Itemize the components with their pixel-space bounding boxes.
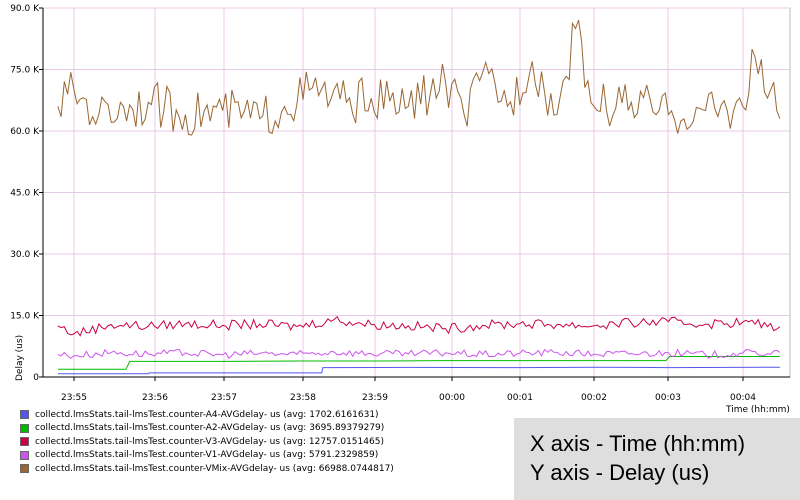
- series-line-5: [57, 19, 781, 136]
- x-tick-label: 23:55: [61, 393, 87, 403]
- y-tick-label: 0: [33, 373, 39, 383]
- y-axis-title: Delay (us): [15, 335, 25, 381]
- caption-x-axis: X axis - Time (hh:mm): [530, 431, 746, 456]
- chart-grid: [42, 7, 791, 378]
- caption-y-axis: Y axis - Delay (us): [530, 460, 710, 485]
- legend-series-avg: (avg: 66988.0744817): [292, 463, 394, 474]
- legend-swatch: [20, 423, 29, 433]
- legend-item: collectd.lmsStats.tail-lmsTest.counter-A…: [20, 422, 394, 436]
- legend-item: collectd.lmsStats.tail-lmsTest.counter-V…: [20, 449, 394, 463]
- legend-series-name: collectd.lmsStats.tail-lmsTest.counter-A…: [35, 423, 281, 434]
- x-tick-label: 23:59: [362, 393, 388, 403]
- x-tick-label: 00:03: [655, 393, 681, 403]
- legend-series-name: collectd.lmsStats.tail-lmsTest.counter-V…: [35, 436, 281, 447]
- legend-item: collectd.lmsStats.tail-lmsTest.counter-A…: [20, 408, 394, 422]
- legend-series-name: collectd.lmsStats.tail-lmsTest.counter-A…: [35, 409, 281, 420]
- y-tick-label: 45.0 K: [10, 189, 40, 199]
- x-tick-label: 23:57: [211, 393, 237, 403]
- x-tick-label: 00:04: [730, 393, 756, 403]
- legend-series-name: collectd.lmsStats.tail-lmsTest.counter-V…: [35, 463, 290, 474]
- y-tick-label: 30.0 K: [10, 250, 40, 260]
- legend-item: collectd.lmsStats.tail-lmsTest.counter-V…: [20, 462, 394, 476]
- chart-series: [57, 19, 781, 375]
- x-tick-label: 00:02: [581, 393, 607, 403]
- legend-swatch: [20, 437, 29, 447]
- y-tick-label: 75.0 K: [10, 66, 40, 76]
- legend-series-avg: (avg: 1702.6161631): [283, 409, 379, 420]
- legend-swatch: [20, 450, 29, 460]
- series-line-3: [57, 315, 781, 337]
- x-tick-label: 00:01: [507, 393, 533, 403]
- legend-item: collectd.lmsStats.tail-lmsTest.counter-V…: [20, 435, 394, 449]
- x-axis-title: Time (hh:mm): [725, 405, 790, 415]
- y-tick-label: 15.0 K: [10, 312, 40, 322]
- chart-legend: collectd.lmsStats.tail-lmsTest.counter-A…: [20, 408, 394, 476]
- legend-series-avg: (avg: 5791.2329859): [282, 450, 379, 461]
- legend-series-avg: (avg: 3695.89379279): [283, 423, 385, 434]
- x-tick-label: 00:00: [439, 393, 465, 403]
- legend-swatch: [20, 464, 29, 474]
- legend-series-name: collectd.lmsStats.tail-lmsTest.counter-V…: [35, 450, 281, 461]
- series-line-1: [57, 366, 780, 375]
- series-line-2: [57, 356, 780, 370]
- x-tick-label: 23:58: [290, 393, 316, 403]
- legend-series-avg: (avg: 12757.0151465): [282, 436, 384, 447]
- axis-caption-box: X axis - Time (hh:mm) Y axis - Delay (us…: [514, 418, 800, 500]
- x-tick-label: 23:56: [142, 393, 168, 403]
- series-line-4: [57, 348, 781, 360]
- y-tick-label: 90.0 K: [10, 4, 40, 14]
- chart-axes: 0 15.0 K 30.0 K 45.0 K 60.0 K 75.0 K 90.0 K 23:…: [10, 4, 790, 403]
- y-tick-label: 60.0 K: [10, 127, 40, 137]
- legend-swatch: [20, 410, 29, 420]
